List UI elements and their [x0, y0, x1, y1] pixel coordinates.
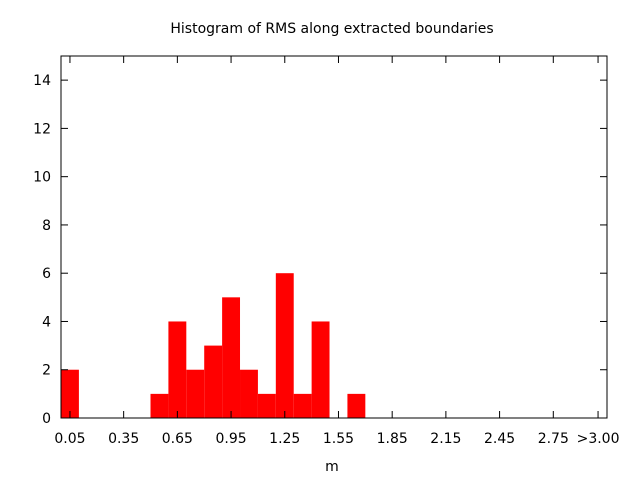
x-axis: 0.05 0.35 0.65 0.95 1.25 1.55 1.85 2.15 2.45 2.75…: [54, 56, 620, 447]
plot-frame: [60, 55, 608, 419]
x-tick-label: 1.85: [377, 431, 408, 447]
x-tick-label: 0.05: [54, 431, 85, 447]
x-tick-label: 1.55: [323, 431, 354, 447]
histogram-bar: [61, 369, 79, 418]
x-tick-label: 1.25: [269, 431, 300, 447]
histogram-bar: [150, 393, 169, 418]
y-axis: 0 2 4 6 8 10 12 14: [33, 73, 607, 427]
histogram-bar: [257, 393, 276, 418]
x-tick-label: 2.15: [430, 431, 461, 447]
y-tick-label: 0: [42, 411, 51, 427]
histogram-bar: [311, 321, 330, 418]
histogram-bar: [293, 393, 312, 418]
x-tick-label: 0.65: [162, 431, 193, 447]
histogram-bar: [168, 321, 187, 418]
histogram-bar: [347, 393, 366, 418]
histogram-bar: [275, 273, 294, 418]
x-tick-label: 0.35: [108, 431, 139, 447]
y-tick-label: 8: [42, 218, 51, 234]
bars-group: [61, 273, 366, 418]
y-tick-label: 4: [42, 314, 51, 330]
y-tick-label: 6: [42, 266, 51, 282]
histogram-bar: [222, 297, 241, 418]
histogram-bar: [186, 369, 205, 418]
y-tick-label: 2: [42, 363, 51, 379]
chart-title: Histogram of RMS along extracted boundar…: [170, 21, 493, 37]
histogram-bar: [240, 369, 258, 418]
histogram-bar: [204, 345, 223, 418]
x-axis-label: m: [325, 459, 339, 475]
y-tick-label: 12: [33, 121, 51, 137]
y-tick-label: 10: [33, 170, 51, 186]
x-tick-label: 0.95: [215, 431, 246, 447]
x-tick-label: 2.75: [538, 431, 569, 447]
x-tick-label: 2.45: [484, 431, 515, 447]
y-tick-label: 14: [33, 73, 51, 89]
x-tick-label: >3.00: [577, 431, 620, 447]
